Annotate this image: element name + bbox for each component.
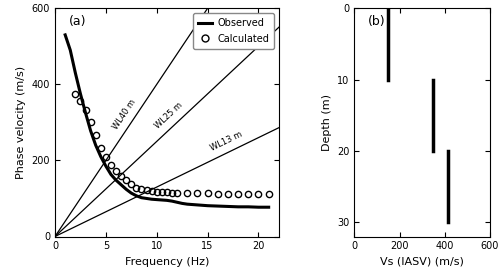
Legend: Observed, Calculated: Observed, Calculated (193, 13, 274, 49)
X-axis label: Frequency (Hz): Frequency (Hz) (124, 257, 209, 267)
Text: WL13 m: WL13 m (208, 130, 244, 153)
X-axis label: Vs (IASV) (m/s): Vs (IASV) (m/s) (380, 257, 464, 267)
Text: (b): (b) (368, 15, 386, 28)
Y-axis label: Depth (m): Depth (m) (322, 94, 332, 151)
Y-axis label: Phase velocity (m/s): Phase velocity (m/s) (16, 66, 26, 179)
Text: WL25 m: WL25 m (154, 100, 184, 130)
Text: (a): (a) (68, 15, 86, 28)
Text: WL40 m: WL40 m (112, 97, 138, 131)
